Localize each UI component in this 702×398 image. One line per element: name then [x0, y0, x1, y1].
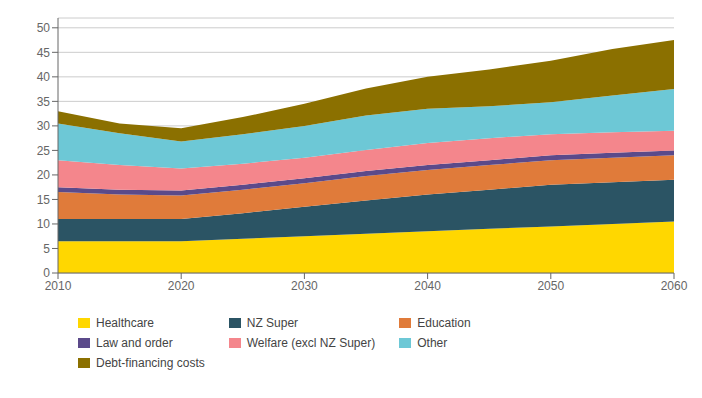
- svg-text:2020: 2020: [168, 279, 195, 293]
- svg-text:2010: 2010: [45, 279, 72, 293]
- svg-text:2060: 2060: [661, 279, 688, 293]
- html-text:Education: Education: [417, 316, 471, 330]
- svg-text:35: 35: [37, 95, 51, 109]
- html-text:Other: Other: [417, 336, 448, 350]
- svg-text:50: 50: [37, 21, 51, 35]
- svg-text:2030: 2030: [291, 279, 318, 293]
- svg-text:15: 15: [37, 193, 51, 207]
- svg-text:20: 20: [37, 168, 51, 182]
- svg-text:40: 40: [37, 70, 51, 84]
- svg-text:5: 5: [43, 242, 50, 256]
- svg-text:2050: 2050: [537, 279, 564, 293]
- svg-text:10: 10: [37, 217, 51, 231]
- html-text:NZ Super: NZ Super: [246, 316, 299, 330]
- svg-text:2040: 2040: [414, 279, 441, 293]
- svg-text:0: 0: [43, 266, 50, 280]
- svg-text:45: 45: [37, 46, 51, 60]
- html-text:Welfare (excl NZ Super): Welfare (excl NZ Super): [246, 336, 376, 350]
- svg-text:30: 30: [37, 119, 51, 133]
- svg-text:25: 25: [37, 144, 51, 158]
- html-text:Debt-financing costs: Debt-financing costs: [96, 356, 205, 370]
- html-text:Healthcare: Healthcare: [96, 316, 154, 330]
- html-text:Law and order: Law and order: [96, 336, 173, 350]
